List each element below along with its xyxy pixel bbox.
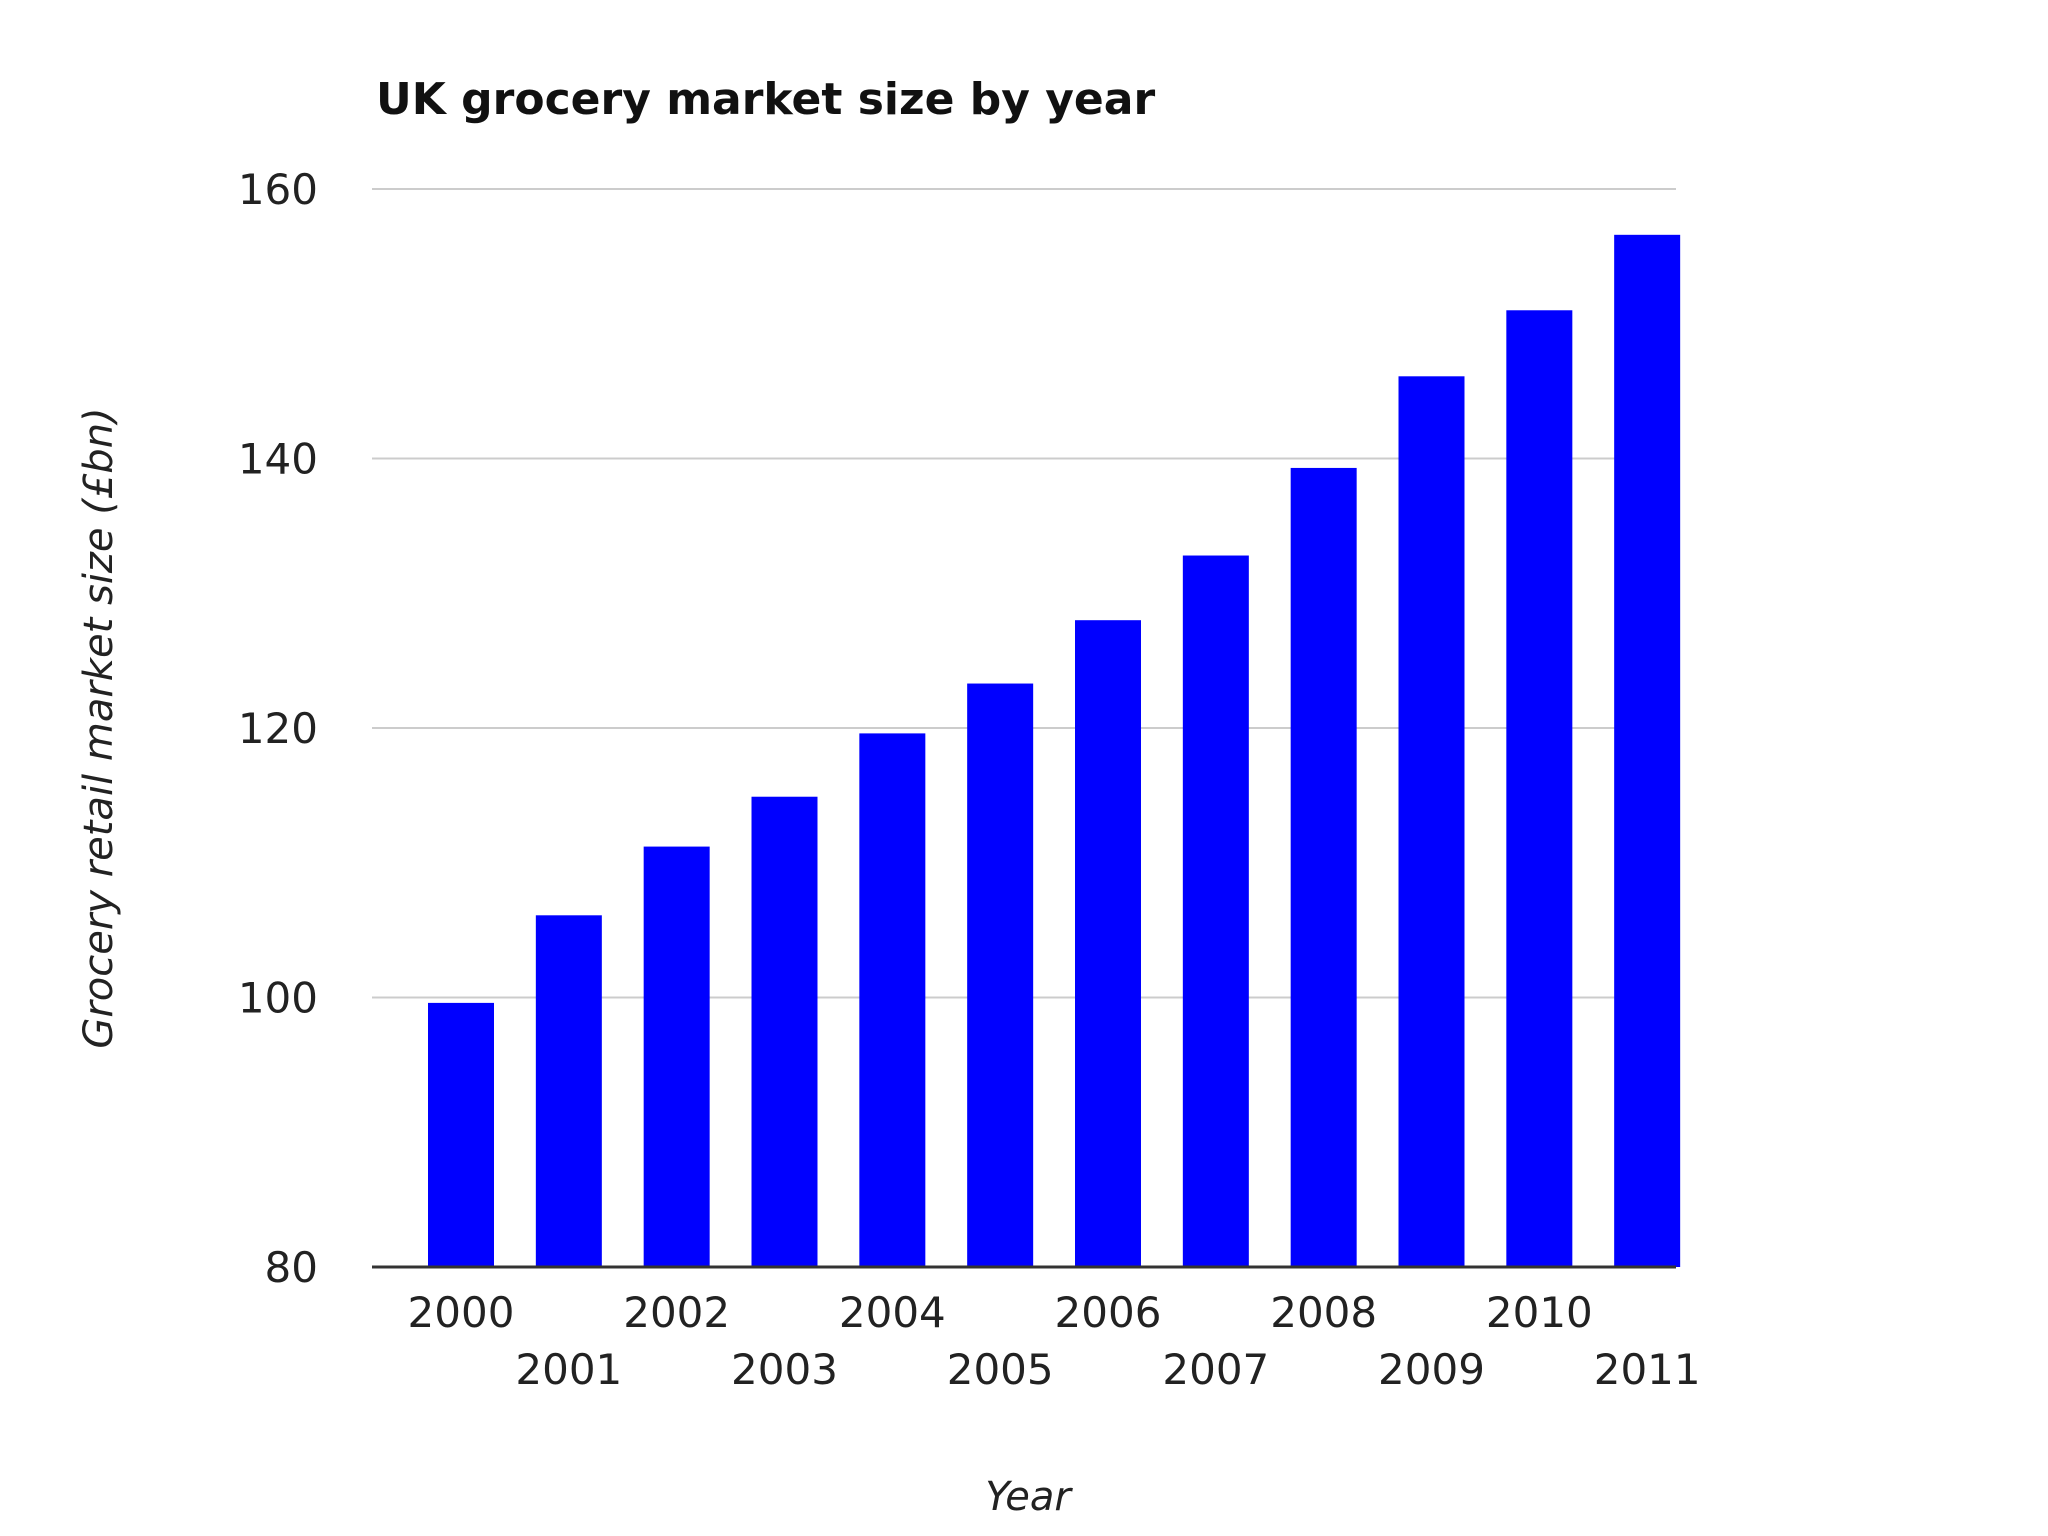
y-tick-label: 140 [238, 435, 318, 484]
bar-2011 [1614, 234, 1681, 1268]
y-tick-label: 80 [265, 1243, 318, 1292]
bar-2009 [1398, 376, 1465, 1267]
chart-title: UK grocery market size by year [376, 74, 1155, 125]
bar-2008 [1290, 467, 1357, 1267]
y-tick-label: 120 [238, 704, 318, 753]
x-tick-label: 2002 [623, 1288, 730, 1337]
bar-2005 [967, 683, 1034, 1267]
x-tick-label: 2011 [1594, 1345, 1701, 1394]
bars [428, 234, 1681, 1268]
y-axis-label: Grocery retail market size (£bn) [76, 407, 122, 1048]
x-tick-label: 2006 [1055, 1288, 1162, 1337]
bar-2004 [859, 733, 926, 1267]
bar-2003 [751, 796, 818, 1267]
bar-2001 [535, 915, 602, 1267]
x-tick-label: 2007 [1162, 1345, 1269, 1394]
bar-2007 [1182, 555, 1249, 1267]
x-tick-label: 2010 [1486, 1288, 1593, 1337]
x-tick-label: 2003 [731, 1345, 838, 1394]
y-tick-label: 100 [238, 974, 318, 1023]
bar-2002 [643, 846, 710, 1267]
x-tick-labels: 2000200120022003200420052006200720082009… [408, 1288, 1701, 1394]
y-tick-label: 160 [238, 165, 318, 214]
x-tick-label: 2001 [515, 1345, 622, 1394]
x-tick-label: 2008 [1270, 1288, 1377, 1337]
bar-2006 [1075, 620, 1141, 1267]
x-tick-label: 2004 [839, 1288, 946, 1337]
bar-2010 [1506, 310, 1573, 1267]
y-tick-labels: 80 100 120 140 160 [238, 165, 318, 1292]
x-tick-label: 2000 [408, 1288, 515, 1337]
x-axis-label: Year [985, 1474, 1073, 1520]
x-tick-label: 2005 [947, 1345, 1054, 1394]
x-tick-label: 2009 [1378, 1345, 1485, 1394]
bar-2000 [428, 1002, 494, 1267]
